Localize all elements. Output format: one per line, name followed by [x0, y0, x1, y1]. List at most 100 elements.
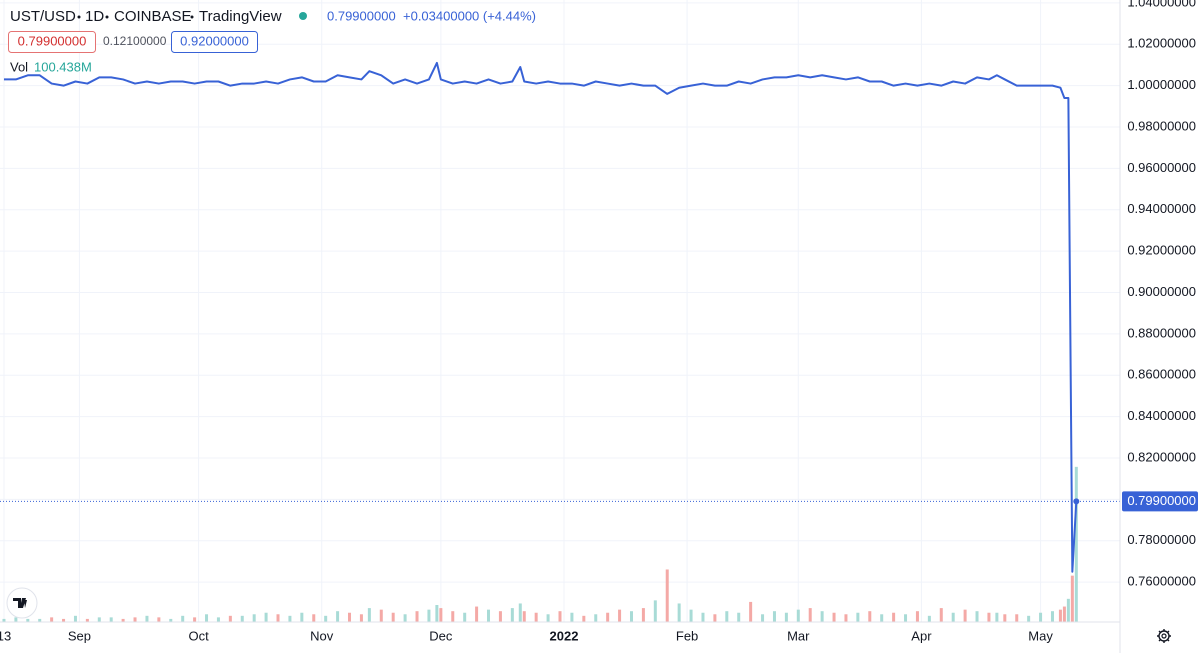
volume-bar [518, 603, 522, 622]
volume-value: 100.438M [34, 59, 92, 74]
volume-bar [749, 601, 753, 622]
volume-bar [701, 612, 705, 622]
volume-bar [62, 618, 66, 622]
source: TradingView [199, 8, 282, 25]
low-label: 0.79900000 [18, 33, 87, 48]
volume-bar [324, 615, 328, 622]
volume-bar [1015, 614, 1019, 622]
y-tick-label: 0.82000000 [1127, 449, 1196, 464]
volume-bar [606, 612, 610, 622]
volume-bar [1070, 575, 1074, 622]
y-tick-label: 0.86000000 [1127, 367, 1196, 382]
interval: 1D [85, 8, 104, 25]
volume-bar [772, 611, 776, 622]
high-box[interactable] [171, 31, 258, 53]
x-tick-label: 2022 [550, 628, 579, 643]
volume-bar [73, 615, 77, 622]
volume-bar [2, 618, 6, 622]
volume-bar [487, 609, 491, 622]
settings-icon[interactable] [1157, 629, 1171, 643]
volume-bar [193, 617, 197, 622]
volume-bar [475, 606, 479, 622]
volume-bar [880, 614, 884, 622]
volume-bar [546, 614, 550, 622]
change: +0.03400000 (+4.44%) [403, 8, 536, 23]
x-tick-label: Dec [429, 628, 453, 643]
volume-bar [252, 614, 256, 622]
volume-bar [435, 605, 439, 622]
last-price: 0.79900000 [327, 8, 396, 23]
volume-bar [348, 612, 352, 622]
exchange: COINBASE [114, 8, 192, 25]
volume-bar [181, 615, 185, 622]
volume-bar [359, 614, 363, 622]
volume-bar [1027, 615, 1031, 622]
y-tick-label: 0.88000000 [1127, 325, 1196, 340]
volume-bar [629, 611, 633, 622]
volume-bar [97, 617, 101, 622]
volume-bar [522, 611, 526, 622]
volume-bar [737, 612, 741, 622]
volume-bar [963, 609, 967, 622]
plot [0, 61, 1120, 573]
volume-bar [312, 614, 316, 622]
last-point [1073, 498, 1080, 505]
y-tick-label: 0.84000000 [1127, 408, 1196, 423]
x-tick-label: Sep [68, 628, 91, 643]
y-tick-label: 0.94000000 [1127, 201, 1196, 216]
volume-bar [439, 608, 443, 622]
volume-bar [594, 614, 598, 622]
volume-bar [1066, 598, 1070, 622]
volume-bar [665, 569, 669, 622]
y-tick-label: 0.96000000 [1127, 160, 1196, 175]
volume-bar [109, 617, 113, 622]
x-tick-label: May [1028, 628, 1053, 643]
volume-bar [169, 618, 173, 622]
volume-bar [463, 612, 467, 622]
volume-bar [276, 614, 280, 622]
volume-bar [641, 608, 645, 622]
separator [190, 15, 194, 19]
x-tick-label: Apr [911, 628, 932, 643]
volume-bar [951, 612, 955, 622]
separator [77, 15, 81, 19]
volume-title: Vol [10, 59, 28, 74]
volume-bar [844, 614, 848, 622]
high-label: 0.92000000 [180, 33, 249, 48]
low-box[interactable] [8, 31, 96, 53]
volume-bar [927, 615, 931, 622]
volume-bar [713, 614, 717, 622]
volume-bar [1062, 606, 1066, 622]
y-tick-label: 1.04000000 [1127, 0, 1196, 9]
volume-bar [856, 612, 860, 622]
x-tick-label: Oct [188, 628, 209, 643]
status-dot [299, 12, 307, 20]
volume-bar [415, 611, 419, 622]
volume-bar [1050, 611, 1054, 622]
price-label-box [1122, 491, 1198, 512]
x-tick-label: Nov [310, 628, 334, 643]
y-tick-label: 0.78000000 [1127, 532, 1196, 547]
volume-bar [133, 617, 137, 622]
volume-bar [570, 612, 574, 622]
volume-bar [868, 611, 872, 622]
volume-bar [677, 603, 681, 622]
volume-bar [534, 612, 538, 622]
y-tick-label: 0.76000000 [1127, 574, 1196, 589]
volume-bars [2, 466, 1078, 622]
volume-bar [205, 614, 209, 622]
volume-bar [1074, 466, 1078, 622]
volume-bar [808, 608, 812, 622]
volume-bar [451, 611, 455, 622]
x-tick-label: 13 [0, 628, 11, 643]
volume-bar [145, 615, 149, 622]
volume-bar [975, 611, 979, 622]
volume-bar [427, 609, 431, 622]
volume-bar [892, 612, 896, 622]
volume-bar [618, 609, 622, 622]
volume-bar [1058, 609, 1062, 622]
volume-bar [558, 611, 562, 622]
